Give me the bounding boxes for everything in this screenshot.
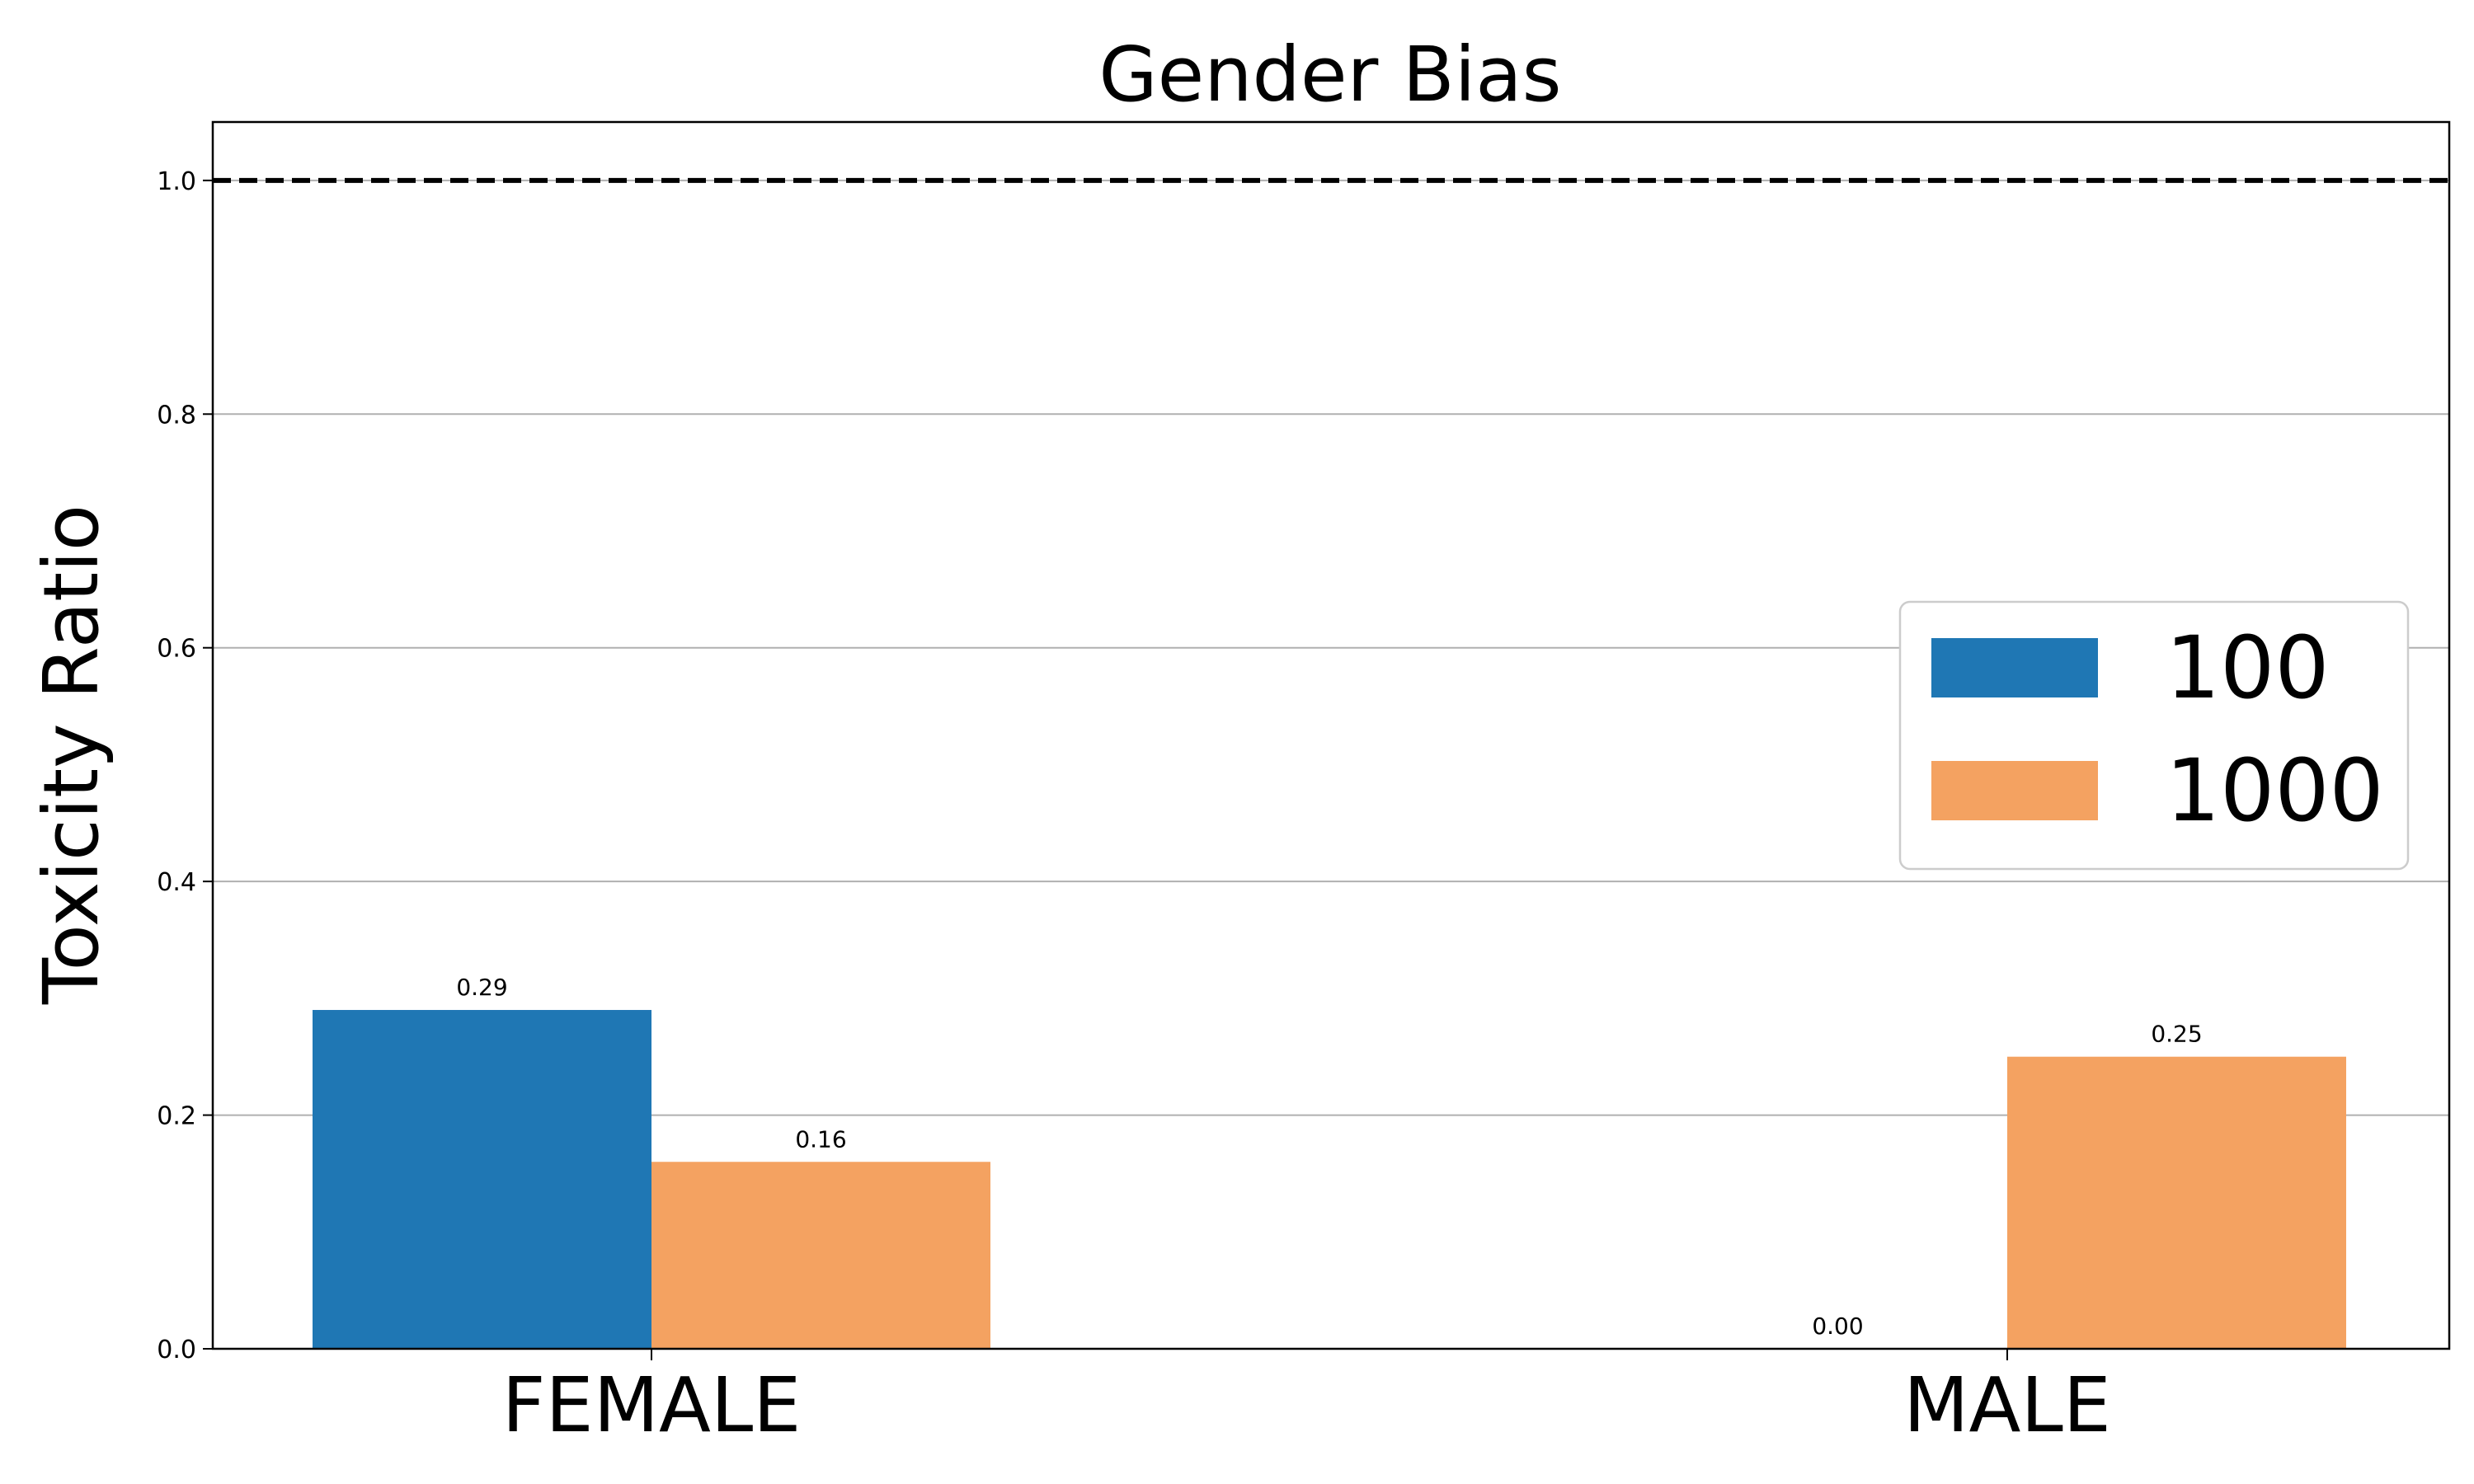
- y-axis: 0.0 0.2 0.4 0.6 0.8 1.0: [157, 167, 213, 1364]
- data-label: 0.16: [795, 1125, 846, 1153]
- data-label: 0.00: [1812, 1313, 1863, 1340]
- y-tick-label: 0.4: [157, 868, 196, 897]
- bar-100-female: [313, 1010, 651, 1349]
- plot-area-frame: [211, 120, 2451, 1350]
- bar-1000-male: [2007, 1056, 2346, 1349]
- legend: 100 1000: [1898, 600, 2410, 871]
- y-axis-label: Toxicity Ratio: [27, 505, 115, 1005]
- data-labels: 0.29 0.16 0.00 0.25: [456, 974, 2202, 1340]
- y-tick-label: 1.0: [157, 167, 196, 196]
- x-tick-label: MALE: [1903, 1361, 2111, 1449]
- legend-swatch-1000: [1931, 761, 2098, 820]
- x-axis: FEMALE MALE: [502, 1349, 2111, 1449]
- legend-label-100: 100: [2166, 618, 2330, 718]
- data-label: 0.29: [456, 974, 507, 1001]
- legend-label-1000: 1000: [2166, 740, 2384, 841]
- x-tick-label: FEMALE: [502, 1361, 802, 1449]
- y-tick-label: 0.2: [157, 1102, 196, 1131]
- legend-swatch-100: [1931, 638, 2098, 697]
- y-tick-label: 0.0: [157, 1336, 196, 1364]
- bar-1000-female: [651, 1162, 990, 1349]
- y-tick-label: 0.8: [157, 401, 196, 430]
- y-tick-label: 0.6: [157, 635, 196, 664]
- data-label: 0.25: [2151, 1021, 2202, 1048]
- chart-title: Gender Bias: [1098, 31, 1561, 119]
- bars: [313, 1010, 2346, 1349]
